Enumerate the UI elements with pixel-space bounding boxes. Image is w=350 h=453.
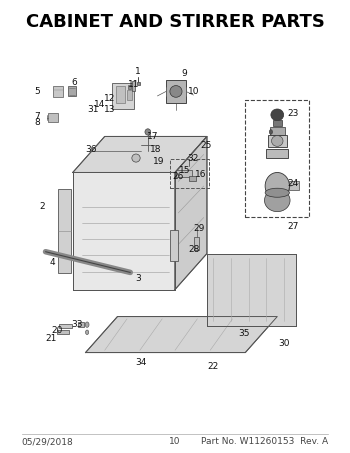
Ellipse shape xyxy=(271,109,284,120)
Text: 12: 12 xyxy=(104,94,115,103)
Text: 23: 23 xyxy=(288,110,299,118)
Polygon shape xyxy=(73,136,207,173)
Ellipse shape xyxy=(170,86,182,97)
Ellipse shape xyxy=(85,330,89,335)
Bar xyxy=(170,230,178,261)
Bar xyxy=(58,189,71,273)
Text: 24: 24 xyxy=(288,179,299,188)
Bar xyxy=(273,120,282,126)
Text: 22: 22 xyxy=(208,362,219,371)
Text: 13: 13 xyxy=(104,105,115,114)
Bar xyxy=(53,86,63,97)
Bar xyxy=(245,101,309,217)
Text: 19: 19 xyxy=(153,157,165,166)
Text: 11: 11 xyxy=(128,80,139,89)
Bar xyxy=(266,149,288,158)
Bar xyxy=(169,159,209,188)
Text: 10: 10 xyxy=(169,437,181,446)
Bar xyxy=(57,330,69,334)
Ellipse shape xyxy=(132,154,140,162)
Ellipse shape xyxy=(145,129,151,135)
Text: 31: 31 xyxy=(87,105,98,114)
Bar xyxy=(128,85,131,89)
Text: 1: 1 xyxy=(135,67,141,76)
Text: 35: 35 xyxy=(238,329,250,338)
Bar xyxy=(68,87,76,96)
Text: CABINET AND STIRRER PARTS: CABINET AND STIRRER PARTS xyxy=(26,13,324,31)
Text: 26: 26 xyxy=(173,172,184,181)
Text: 27: 27 xyxy=(288,222,299,231)
Text: 16: 16 xyxy=(195,170,206,179)
Ellipse shape xyxy=(269,130,273,134)
Ellipse shape xyxy=(265,188,289,197)
Text: 7: 7 xyxy=(34,112,40,120)
Bar xyxy=(59,324,72,328)
Bar xyxy=(289,181,299,190)
Text: 30: 30 xyxy=(278,339,289,348)
Text: 32: 32 xyxy=(187,154,198,164)
Text: Part No. W11260153  Rev. A: Part No. W11260153 Rev. A xyxy=(201,437,328,446)
Polygon shape xyxy=(85,317,277,352)
Text: 25: 25 xyxy=(201,141,212,150)
Text: 05/29/2018: 05/29/2018 xyxy=(22,437,74,446)
Polygon shape xyxy=(73,173,175,289)
Bar xyxy=(48,114,58,121)
Ellipse shape xyxy=(85,322,89,328)
Text: 33: 33 xyxy=(72,320,83,329)
Bar xyxy=(127,90,133,100)
Text: 36: 36 xyxy=(85,145,97,154)
Text: 3: 3 xyxy=(135,274,141,283)
Ellipse shape xyxy=(265,189,290,212)
Bar xyxy=(132,81,135,91)
Bar xyxy=(268,135,287,147)
Text: 8: 8 xyxy=(34,118,40,127)
Bar xyxy=(136,82,140,85)
Text: 29: 29 xyxy=(193,224,205,233)
Text: 15: 15 xyxy=(179,166,190,175)
Bar xyxy=(112,83,134,109)
Bar xyxy=(166,80,186,103)
Text: 28: 28 xyxy=(189,245,200,254)
Polygon shape xyxy=(175,136,207,289)
Bar xyxy=(77,322,84,328)
Text: 9: 9 xyxy=(182,69,188,78)
Ellipse shape xyxy=(272,135,283,146)
Text: 20: 20 xyxy=(51,326,62,335)
Text: 14: 14 xyxy=(94,101,106,110)
Ellipse shape xyxy=(265,173,289,199)
Bar xyxy=(176,170,192,178)
Bar xyxy=(270,127,285,135)
Text: 5: 5 xyxy=(35,87,41,96)
Text: 6: 6 xyxy=(71,78,77,87)
Polygon shape xyxy=(207,254,296,326)
Text: 4: 4 xyxy=(49,258,55,267)
Text: 18: 18 xyxy=(150,145,162,154)
Text: 17: 17 xyxy=(147,132,159,141)
Text: 10: 10 xyxy=(188,87,200,96)
Text: 34: 34 xyxy=(136,358,147,367)
Text: 2: 2 xyxy=(40,202,45,211)
Bar xyxy=(195,237,199,251)
Bar xyxy=(189,176,196,182)
Text: 21: 21 xyxy=(45,334,57,342)
Bar xyxy=(116,86,125,103)
